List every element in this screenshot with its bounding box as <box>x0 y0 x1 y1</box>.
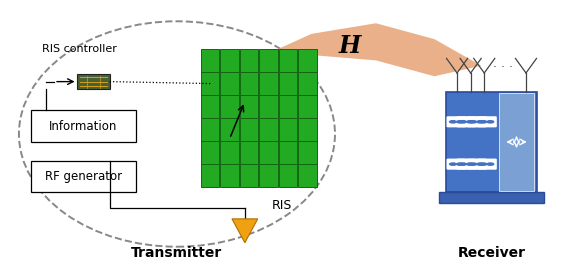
Bar <box>31 161 136 192</box>
Bar <box>259 164 278 187</box>
Text: Transmitter: Transmitter <box>131 246 223 260</box>
Bar <box>31 110 136 142</box>
Bar <box>259 49 278 72</box>
Bar <box>240 141 258 164</box>
Text: H: H <box>339 34 361 58</box>
Circle shape <box>466 120 474 124</box>
Bar <box>240 49 258 72</box>
Bar <box>220 72 239 95</box>
FancyBboxPatch shape <box>467 159 487 170</box>
Circle shape <box>479 162 487 166</box>
FancyBboxPatch shape <box>477 116 497 127</box>
Circle shape <box>459 120 467 124</box>
Bar <box>259 141 278 164</box>
Bar <box>201 49 219 72</box>
FancyBboxPatch shape <box>499 93 534 191</box>
Bar <box>220 95 239 118</box>
Circle shape <box>476 120 485 124</box>
Bar <box>299 72 317 95</box>
Circle shape <box>476 162 485 166</box>
Bar <box>201 72 219 95</box>
Circle shape <box>486 120 495 124</box>
Bar <box>259 95 278 118</box>
Bar <box>201 95 219 118</box>
FancyBboxPatch shape <box>446 159 466 170</box>
Bar <box>299 141 317 164</box>
Circle shape <box>456 120 464 124</box>
Bar <box>279 164 298 187</box>
Bar <box>220 118 239 141</box>
Circle shape <box>449 120 457 124</box>
Bar <box>299 49 317 72</box>
Circle shape <box>456 162 464 166</box>
Circle shape <box>469 162 477 166</box>
Bar <box>259 118 278 141</box>
Bar <box>279 72 298 95</box>
FancyBboxPatch shape <box>457 159 476 170</box>
FancyBboxPatch shape <box>446 116 466 127</box>
Bar <box>279 95 298 118</box>
Bar <box>240 95 258 118</box>
Bar <box>299 95 317 118</box>
Text: RIS controller: RIS controller <box>42 44 117 54</box>
Polygon shape <box>232 219 258 243</box>
Bar <box>240 72 258 95</box>
Bar <box>201 118 219 141</box>
Text: RIS: RIS <box>272 199 292 212</box>
Circle shape <box>486 162 495 166</box>
Bar <box>279 49 298 72</box>
Bar <box>201 141 219 164</box>
Text: Receiver: Receiver <box>457 246 526 260</box>
Circle shape <box>479 120 487 124</box>
Circle shape <box>469 120 477 124</box>
Bar <box>201 164 219 187</box>
FancyBboxPatch shape <box>477 159 497 170</box>
Text: RF generator: RF generator <box>45 170 122 183</box>
Bar <box>446 92 537 192</box>
Polygon shape <box>253 23 481 76</box>
Circle shape <box>459 162 467 166</box>
Bar <box>220 141 239 164</box>
Bar <box>279 141 298 164</box>
FancyBboxPatch shape <box>467 116 487 127</box>
Bar <box>78 74 109 89</box>
Bar <box>439 192 544 203</box>
Text: Information: Information <box>49 120 118 133</box>
Bar <box>240 164 258 187</box>
Bar <box>220 49 239 72</box>
Bar <box>259 72 278 95</box>
Bar <box>220 164 239 187</box>
FancyBboxPatch shape <box>457 116 476 127</box>
Text: · · ·: · · · <box>493 61 513 74</box>
Bar <box>240 118 258 141</box>
Circle shape <box>449 162 457 166</box>
Bar <box>299 164 317 187</box>
Circle shape <box>466 162 474 166</box>
Bar <box>279 118 298 141</box>
Bar <box>299 118 317 141</box>
